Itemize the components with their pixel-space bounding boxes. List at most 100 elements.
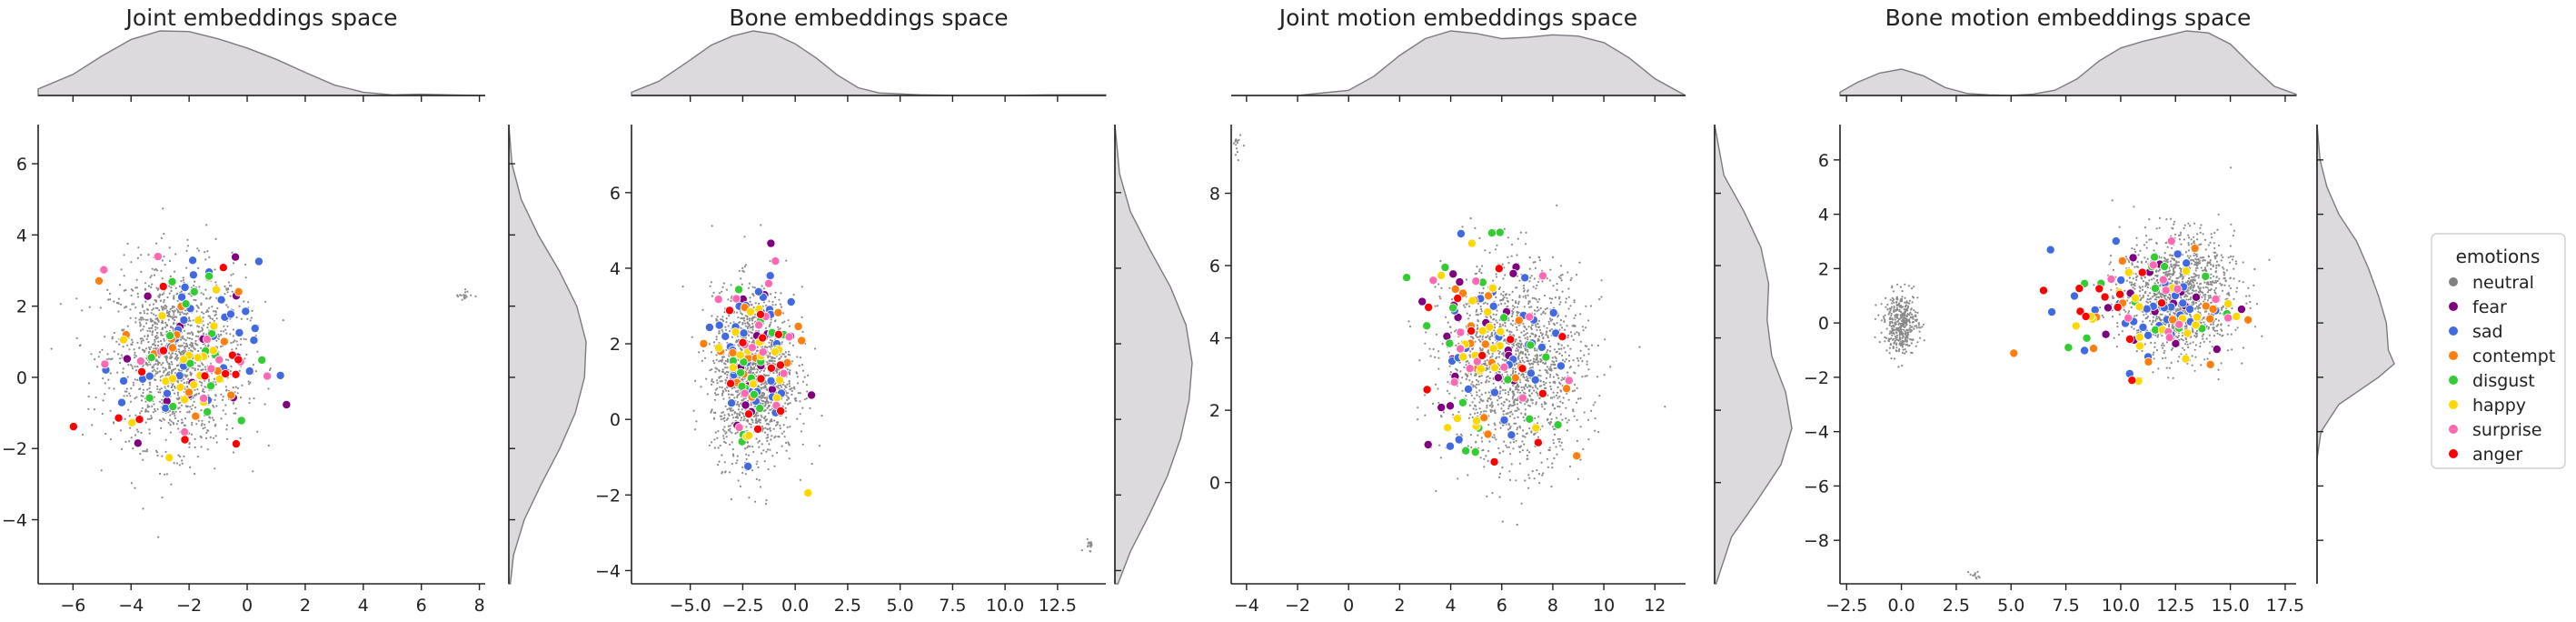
point-neutral bbox=[1438, 296, 1441, 298]
point-neutral bbox=[249, 319, 252, 322]
point-neutral bbox=[152, 303, 154, 306]
point-neutral bbox=[1553, 396, 1556, 398]
point-neutral bbox=[753, 362, 756, 365]
point-neutral bbox=[249, 381, 252, 384]
point-neutral bbox=[1442, 411, 1445, 414]
point-neutral bbox=[117, 310, 120, 313]
point-sad bbox=[162, 388, 172, 398]
point-neutral bbox=[1546, 307, 1548, 310]
point-neutral bbox=[1469, 217, 1472, 220]
point-neutral bbox=[194, 369, 196, 372]
point-neutral bbox=[1510, 255, 1513, 257]
point-neutral bbox=[177, 407, 180, 410]
point-neutral bbox=[200, 446, 203, 448]
point-neutral bbox=[160, 321, 163, 324]
point-neutral bbox=[1539, 331, 1542, 335]
point-neutral bbox=[1527, 404, 1530, 406]
point-neutral bbox=[1502, 297, 1505, 300]
point-neutral bbox=[1479, 312, 1482, 316]
point-neutral bbox=[201, 419, 204, 422]
point-neutral bbox=[267, 444, 270, 447]
point-neutral bbox=[186, 411, 189, 414]
point-neutral bbox=[1478, 389, 1481, 392]
point-neutral bbox=[1457, 411, 1460, 414]
point-neutral bbox=[134, 316, 137, 319]
point-neutral bbox=[1531, 398, 1534, 401]
point-neutral bbox=[141, 406, 144, 409]
point-neutral bbox=[762, 369, 766, 372]
point-neutral bbox=[792, 294, 795, 296]
point-neutral bbox=[1519, 381, 1522, 384]
point-neutral bbox=[138, 346, 141, 349]
point-neutral bbox=[1521, 373, 1524, 376]
point-neutral bbox=[1534, 349, 1537, 352]
point-neutral bbox=[1440, 416, 1443, 418]
point-neutral bbox=[188, 446, 191, 448]
point-neutral bbox=[1476, 308, 1478, 311]
point-neutral bbox=[155, 242, 158, 245]
point-neutral bbox=[1527, 294, 1529, 296]
point-neutral bbox=[759, 486, 762, 488]
point-neutral bbox=[154, 336, 157, 338]
point-neutral bbox=[795, 371, 798, 374]
point-neutral bbox=[736, 401, 740, 404]
point-neutral bbox=[1486, 364, 1488, 366]
point-neutral bbox=[194, 446, 196, 449]
point-neutral bbox=[1495, 314, 1497, 316]
point-neutral bbox=[799, 400, 801, 403]
point-neutral bbox=[1594, 401, 1596, 404]
point-neutral bbox=[731, 447, 734, 451]
point-neutral bbox=[1553, 456, 1556, 460]
point-neutral bbox=[1516, 409, 1518, 412]
point-neutral bbox=[723, 311, 726, 314]
point-neutral bbox=[1514, 367, 1517, 370]
point-neutral bbox=[764, 503, 768, 506]
point-neutral bbox=[736, 391, 739, 394]
point-surprise bbox=[99, 265, 109, 275]
point-neutral bbox=[1523, 330, 1526, 333]
point-neutral bbox=[786, 368, 789, 371]
point-neutral bbox=[158, 418, 162, 422]
point-neutral bbox=[1527, 302, 1530, 306]
point-neutral bbox=[1508, 453, 1512, 456]
point-anger bbox=[776, 406, 786, 416]
point-neutral bbox=[220, 346, 223, 348]
point-neutral bbox=[1558, 303, 1561, 306]
point-neutral bbox=[761, 443, 763, 446]
point-neutral bbox=[227, 281, 230, 284]
point-neutral bbox=[1517, 398, 1519, 402]
point-neutral bbox=[175, 397, 178, 400]
point-neutral bbox=[126, 376, 129, 378]
point-neutral bbox=[1448, 286, 1451, 289]
point-neutral bbox=[768, 346, 771, 348]
point-fear bbox=[741, 400, 751, 410]
point-neutral bbox=[723, 387, 727, 390]
point-neutral bbox=[1527, 353, 1530, 356]
point-neutral bbox=[1555, 446, 1557, 448]
point-neutral bbox=[113, 350, 115, 353]
point-neutral bbox=[741, 348, 743, 351]
point-neutral bbox=[184, 346, 187, 348]
point-neutral bbox=[112, 421, 115, 424]
point-neutral bbox=[1486, 379, 1488, 382]
point-neutral bbox=[106, 353, 109, 356]
point-happy bbox=[749, 379, 759, 389]
point-neutral bbox=[1510, 410, 1513, 413]
point-neutral bbox=[1557, 376, 1560, 379]
point-sad bbox=[721, 331, 731, 341]
point-neutral bbox=[730, 284, 732, 286]
point-anger bbox=[180, 435, 190, 445]
x-tick-label: 4 bbox=[358, 596, 369, 616]
point-neutral bbox=[755, 371, 758, 374]
point-neutral bbox=[160, 269, 163, 272]
point-neutral bbox=[1518, 336, 1521, 338]
point-neutral bbox=[1476, 324, 1478, 326]
point-neutral bbox=[1496, 244, 1498, 246]
point-neutral bbox=[800, 430, 803, 433]
point-neutral bbox=[713, 438, 716, 441]
point-neutral bbox=[724, 441, 727, 445]
point-neutral bbox=[231, 290, 234, 293]
point-neutral bbox=[153, 274, 156, 276]
point-neutral bbox=[1579, 426, 1582, 428]
point-neutral bbox=[140, 270, 143, 274]
